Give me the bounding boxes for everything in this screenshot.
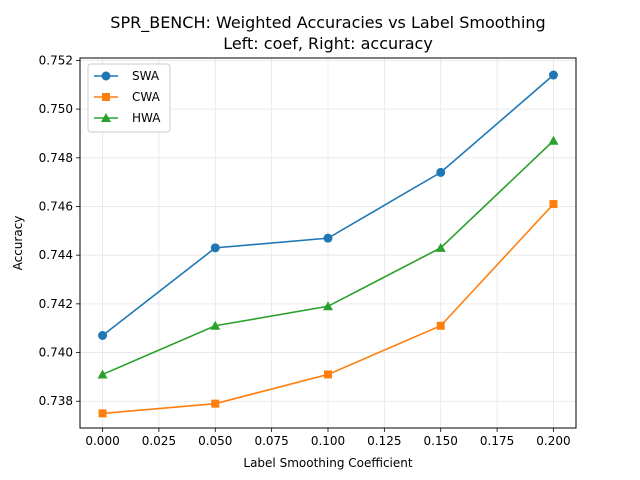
legend-item-swa: SWA bbox=[94, 69, 160, 83]
y-axis-ticks: 0.738 0.740 0.742 0.744 0.746 0.748 0.750 0.752 bbox=[39, 53, 80, 408]
x-tick-label: 0.075 bbox=[254, 434, 288, 448]
swa-point bbox=[210, 243, 220, 253]
legend-box bbox=[87, 63, 171, 133]
x-axis-ticks: 0.000 0.025 0.050 0.075 0.100 0.125 0.150 0.175… bbox=[85, 428, 571, 448]
x-axis-label: Label Smoothing Coefficient bbox=[243, 456, 412, 470]
swa-point bbox=[436, 167, 446, 177]
y-tick-label: 0.742 bbox=[39, 297, 73, 311]
x-tick-label: 0.100 bbox=[311, 434, 345, 448]
hwa-point bbox=[97, 369, 108, 379]
y-tick-label: 0.744 bbox=[39, 248, 73, 262]
hwa-point bbox=[210, 320, 221, 330]
legend-marker-cwa bbox=[102, 93, 110, 101]
cwa-point bbox=[549, 200, 558, 209]
hwa-series bbox=[97, 135, 559, 379]
legend-item-hwa: HWA bbox=[94, 111, 161, 125]
y-tick-label: 0.746 bbox=[39, 199, 73, 213]
y-tick-label: 0.750 bbox=[39, 102, 73, 116]
x-tick-label: 0.025 bbox=[142, 434, 176, 448]
x-tick-label: 0.125 bbox=[367, 434, 401, 448]
legend-label-cwa: CWA bbox=[132, 90, 161, 104]
chart-title-line2: Left: coef, Right: accuracy bbox=[223, 34, 433, 53]
y-tick-label: 0.740 bbox=[39, 346, 73, 360]
series-lines bbox=[97, 70, 559, 418]
legend-label-swa: SWA bbox=[132, 69, 160, 83]
y-tick-label: 0.752 bbox=[39, 53, 73, 67]
hwa-point bbox=[323, 301, 333, 311]
swa-point bbox=[548, 70, 558, 80]
cwa-point bbox=[98, 409, 107, 418]
cwa-point bbox=[211, 399, 220, 408]
chart-title-line1: SPR_BENCH: Weighted Accuracies vs Label … bbox=[110, 13, 545, 33]
cwa-series bbox=[98, 200, 558, 418]
cwa-point bbox=[436, 321, 445, 330]
legend-item-cwa: CWA bbox=[94, 90, 161, 104]
x-tick-label: 0.000 bbox=[85, 434, 119, 448]
legend-label-hwa: HWA bbox=[132, 111, 161, 125]
y-tick-label: 0.748 bbox=[39, 151, 73, 165]
grid bbox=[80, 58, 576, 428]
legend-marker-swa bbox=[101, 71, 111, 81]
y-tick-label: 0.738 bbox=[39, 394, 73, 408]
plot-frame bbox=[79, 57, 577, 429]
legend: SWA CWA HWA bbox=[87, 63, 171, 133]
swa-point bbox=[98, 331, 108, 340]
hwa-point bbox=[548, 135, 559, 145]
legend-marker-hwa bbox=[101, 113, 111, 122]
x-tick-label: 0.175 bbox=[480, 434, 514, 448]
y-axis-label: Accuracy bbox=[11, 216, 25, 271]
x-tick-label: 0.200 bbox=[536, 434, 570, 448]
hwa-point bbox=[435, 242, 446, 252]
swa-series bbox=[98, 70, 558, 340]
x-tick-label: 0.050 bbox=[198, 434, 232, 448]
cwa-point bbox=[324, 370, 332, 379]
swa-point bbox=[323, 233, 333, 243]
x-tick-label: 0.150 bbox=[424, 434, 458, 448]
